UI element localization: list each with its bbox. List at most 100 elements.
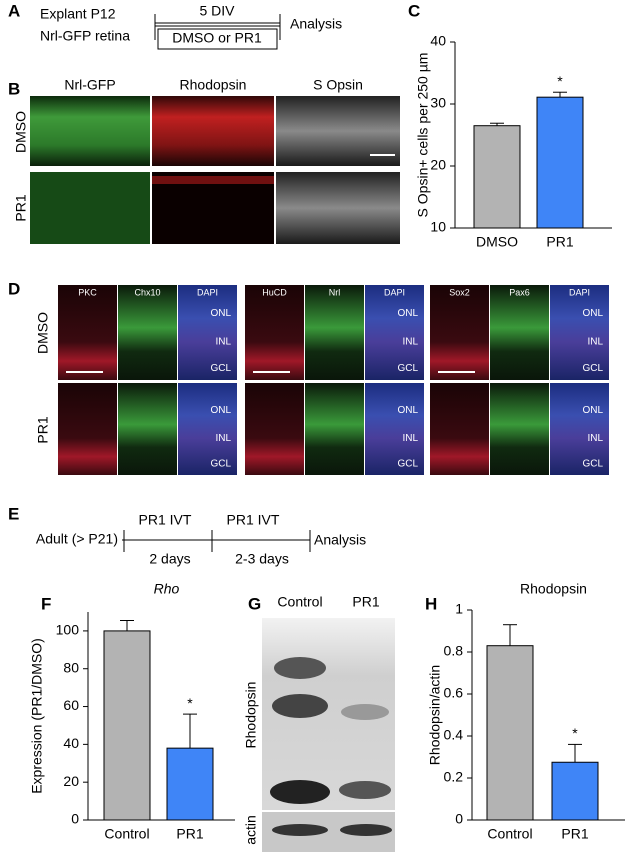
micrograph xyxy=(245,285,304,380)
y-axis-label: Expression (PR1/DMSO) xyxy=(29,638,45,794)
layer-label: INL xyxy=(587,337,603,348)
y-tick-label: 80 xyxy=(63,659,79,675)
injection: PR1 IVT xyxy=(139,512,192,528)
chart-title: Rho xyxy=(154,581,180,597)
micrograph xyxy=(276,172,400,244)
y-tick-label: 20 xyxy=(63,773,79,789)
significance: * xyxy=(572,725,578,741)
y-tick-label: 20 xyxy=(430,157,446,173)
interval: 2 days xyxy=(149,551,190,567)
layer-label: ONL xyxy=(582,405,603,416)
y-tick-label: 0.2 xyxy=(444,769,464,785)
micrograph xyxy=(118,383,177,475)
micrograph xyxy=(245,383,304,475)
lane-label: Control xyxy=(277,594,322,610)
micrograph xyxy=(430,383,489,475)
timeline-start: Adult (> P21) xyxy=(36,531,118,547)
y-tick-label: 10 xyxy=(430,219,446,235)
layer-label: INL xyxy=(215,433,231,444)
y-tick-label: 0.6 xyxy=(444,685,464,701)
column-header: Nrl-GFP xyxy=(64,77,115,93)
blot-band xyxy=(339,781,391,799)
band-label: Rhodopsin xyxy=(243,682,259,749)
micrograph xyxy=(365,285,424,380)
interval: 2-3 days xyxy=(235,551,289,567)
micrograph xyxy=(490,285,549,380)
layer-label: INL xyxy=(215,337,231,348)
y-axis-label: Rhodopsin/actin xyxy=(427,665,443,765)
bar xyxy=(166,747,214,821)
blot-band xyxy=(272,694,328,718)
y-axis-label: S Opsin+ cells per 250 µm xyxy=(415,53,431,218)
y-tick-label: 1 xyxy=(455,601,463,617)
stain-label: Pax6 xyxy=(509,287,530,297)
panel-label: E xyxy=(8,504,19,523)
stain-label: DAPI xyxy=(197,287,218,297)
micrograph xyxy=(118,285,177,380)
layer-label: ONL xyxy=(397,308,418,319)
panel-label: F xyxy=(41,594,51,613)
significance: * xyxy=(557,73,563,89)
stain-label: Sox2 xyxy=(449,287,470,297)
bar xyxy=(486,645,534,821)
x-tick-label: PR1 xyxy=(561,826,588,842)
y-tick-label: 0.4 xyxy=(444,727,464,743)
treatment-box xyxy=(157,28,278,50)
micrograph xyxy=(490,383,549,475)
panel-label: D xyxy=(8,279,20,298)
micrographs-b xyxy=(30,96,400,244)
layer-label: GCL xyxy=(582,459,603,470)
stain-label: DAPI xyxy=(569,287,590,297)
micrograph xyxy=(30,172,150,244)
layer-label: GCL xyxy=(210,459,231,470)
lane-label: PR1 xyxy=(352,594,379,610)
y-tick-label: 30 xyxy=(430,95,446,111)
micrograph xyxy=(58,285,117,380)
column-header: Rhodopsin xyxy=(180,77,247,93)
bar xyxy=(473,125,521,229)
micrograph xyxy=(550,285,609,380)
panel-label: C xyxy=(408,1,420,20)
timeline-end: Analysis xyxy=(314,532,366,548)
layer-label: GCL xyxy=(210,363,231,374)
layer-label: GCL xyxy=(397,363,418,374)
injection: PR1 IVT xyxy=(227,512,280,528)
layer-label: ONL xyxy=(397,405,418,416)
x-tick-label: Control xyxy=(104,826,149,842)
micrograph xyxy=(365,383,424,475)
blot-band xyxy=(274,657,326,679)
micrograph xyxy=(58,383,117,475)
protocol-text: Nrl-GFP retina xyxy=(40,28,130,44)
micrograph-layer xyxy=(152,176,274,184)
layer-label: INL xyxy=(402,337,418,348)
bar xyxy=(103,630,151,821)
layer-label: INL xyxy=(587,433,603,444)
micrograph xyxy=(30,96,150,166)
micrographs-d: PKC Chx10 DAPI ONL INL GCL ONL INL GCL HuCD Nrl DAP… xyxy=(58,285,609,475)
row-label: DMSO xyxy=(35,312,51,354)
stain-label: HuCD xyxy=(262,287,287,297)
bar xyxy=(551,761,599,821)
column-header: S Opsin xyxy=(313,77,363,93)
micrograph xyxy=(305,383,364,475)
y-tick-label: 40 xyxy=(63,735,79,751)
blot-band xyxy=(270,780,330,804)
layer-label: GCL xyxy=(397,459,418,470)
panel-label: B xyxy=(8,79,20,98)
x-tick-label: PR1 xyxy=(546,234,573,250)
stain-label: DAPI xyxy=(384,287,405,297)
layer-label: ONL xyxy=(582,308,603,319)
panel-label: A xyxy=(8,1,20,20)
y-tick-label: 0 xyxy=(71,811,79,827)
row-label: PR1 xyxy=(13,194,29,221)
endpoint: Analysis xyxy=(290,16,342,32)
layer-label: ONL xyxy=(210,308,231,319)
bar xyxy=(536,96,584,229)
row-label: PR1 xyxy=(35,416,51,443)
layer-label: GCL xyxy=(582,363,603,374)
y-tick-label: 0.8 xyxy=(444,643,464,659)
layer-label: INL xyxy=(402,433,418,444)
micrograph xyxy=(430,285,489,380)
panel-label: G xyxy=(248,594,261,613)
